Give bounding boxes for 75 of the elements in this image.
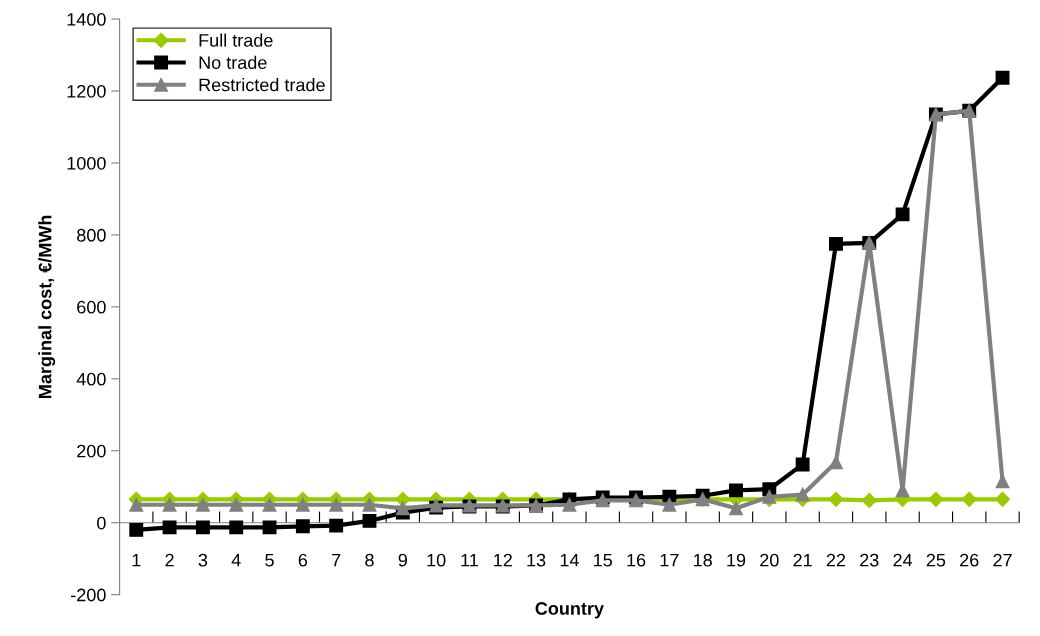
x-tick-label: 15: [594, 553, 612, 567]
y-axis-title: Marginal cost, €/MWh: [38, 215, 56, 398]
x-tick-label: 17: [660, 553, 679, 567]
legend-label: Full trade: [199, 33, 273, 47]
point: [229, 520, 244, 535]
point: [729, 483, 743, 498]
x-tick-label: 1: [132, 553, 141, 567]
point: [861, 492, 877, 508]
y-tick-label: 200: [77, 444, 106, 458]
point: [162, 520, 177, 535]
point: [795, 457, 810, 472]
point: [762, 489, 777, 504]
point: [828, 491, 844, 507]
x-tick-label: 8: [365, 553, 374, 567]
y-tick-label: 400: [76, 372, 106, 386]
y-tick-label: 0: [97, 516, 106, 530]
point: [895, 207, 910, 222]
point: [262, 520, 277, 535]
x-tick-label: 19: [727, 553, 746, 567]
x-tick-label: 21: [793, 553, 812, 567]
point: [928, 491, 944, 507]
x-tick-label: 12: [494, 553, 512, 567]
y-tick-label: 800: [77, 228, 106, 242]
x-tick-label: 7: [332, 553, 341, 567]
x-tick-label: 13: [527, 553, 546, 567]
x-tick-label: 23: [860, 553, 879, 567]
point: [395, 501, 410, 516]
point: [262, 497, 277, 512]
point: [995, 70, 1010, 85]
x-tick-label: 3: [198, 553, 208, 567]
point: [829, 455, 843, 470]
point: [329, 497, 344, 512]
y-tick-label: -200: [71, 588, 106, 602]
x-tick-label: 16: [627, 553, 646, 567]
point: [362, 513, 377, 528]
x-tick-label: 10: [427, 553, 446, 567]
point: [562, 497, 577, 512]
y-tick-label: 1200: [67, 84, 106, 98]
x-axis-title: Country: [535, 602, 604, 619]
x-tick-label: 5: [265, 553, 274, 567]
point: [129, 497, 144, 512]
x-tick-label: 27: [993, 553, 1012, 567]
point: [961, 491, 977, 507]
point: [229, 497, 244, 512]
x-tick-label: 11: [461, 553, 478, 567]
x-tick-label: 20: [760, 553, 779, 567]
x-tick-label: 26: [960, 553, 979, 567]
point: [362, 497, 377, 512]
x-tick-label: 25: [926, 553, 946, 567]
x-tick-label: 9: [398, 553, 407, 567]
point: [295, 519, 310, 534]
point: [129, 522, 144, 537]
legend-label: Restricted trade: [199, 78, 325, 92]
y-tick-label: 600: [77, 300, 106, 314]
point: [994, 491, 1011, 507]
y-tick-label: 1000: [67, 156, 106, 170]
point: [329, 518, 344, 533]
x-tick-label: 14: [560, 553, 579, 567]
x-tick-label: 22: [826, 553, 846, 567]
point: [995, 474, 1010, 489]
x-tick-label: 4: [231, 553, 241, 567]
point: [795, 487, 810, 502]
point: [295, 497, 310, 512]
point: [662, 497, 677, 512]
point: [729, 501, 743, 516]
point: [195, 497, 210, 512]
point: [195, 520, 210, 535]
legend-label: No trade: [199, 55, 267, 70]
point: [829, 236, 843, 251]
point: [162, 497, 177, 512]
x-tick-label: 24: [893, 553, 913, 567]
x-tick-label: 2: [165, 553, 174, 567]
y-tick-label: 1400: [67, 13, 106, 26]
x-tick-label: 6: [298, 553, 308, 567]
x-tick-label: 18: [694, 553, 712, 567]
